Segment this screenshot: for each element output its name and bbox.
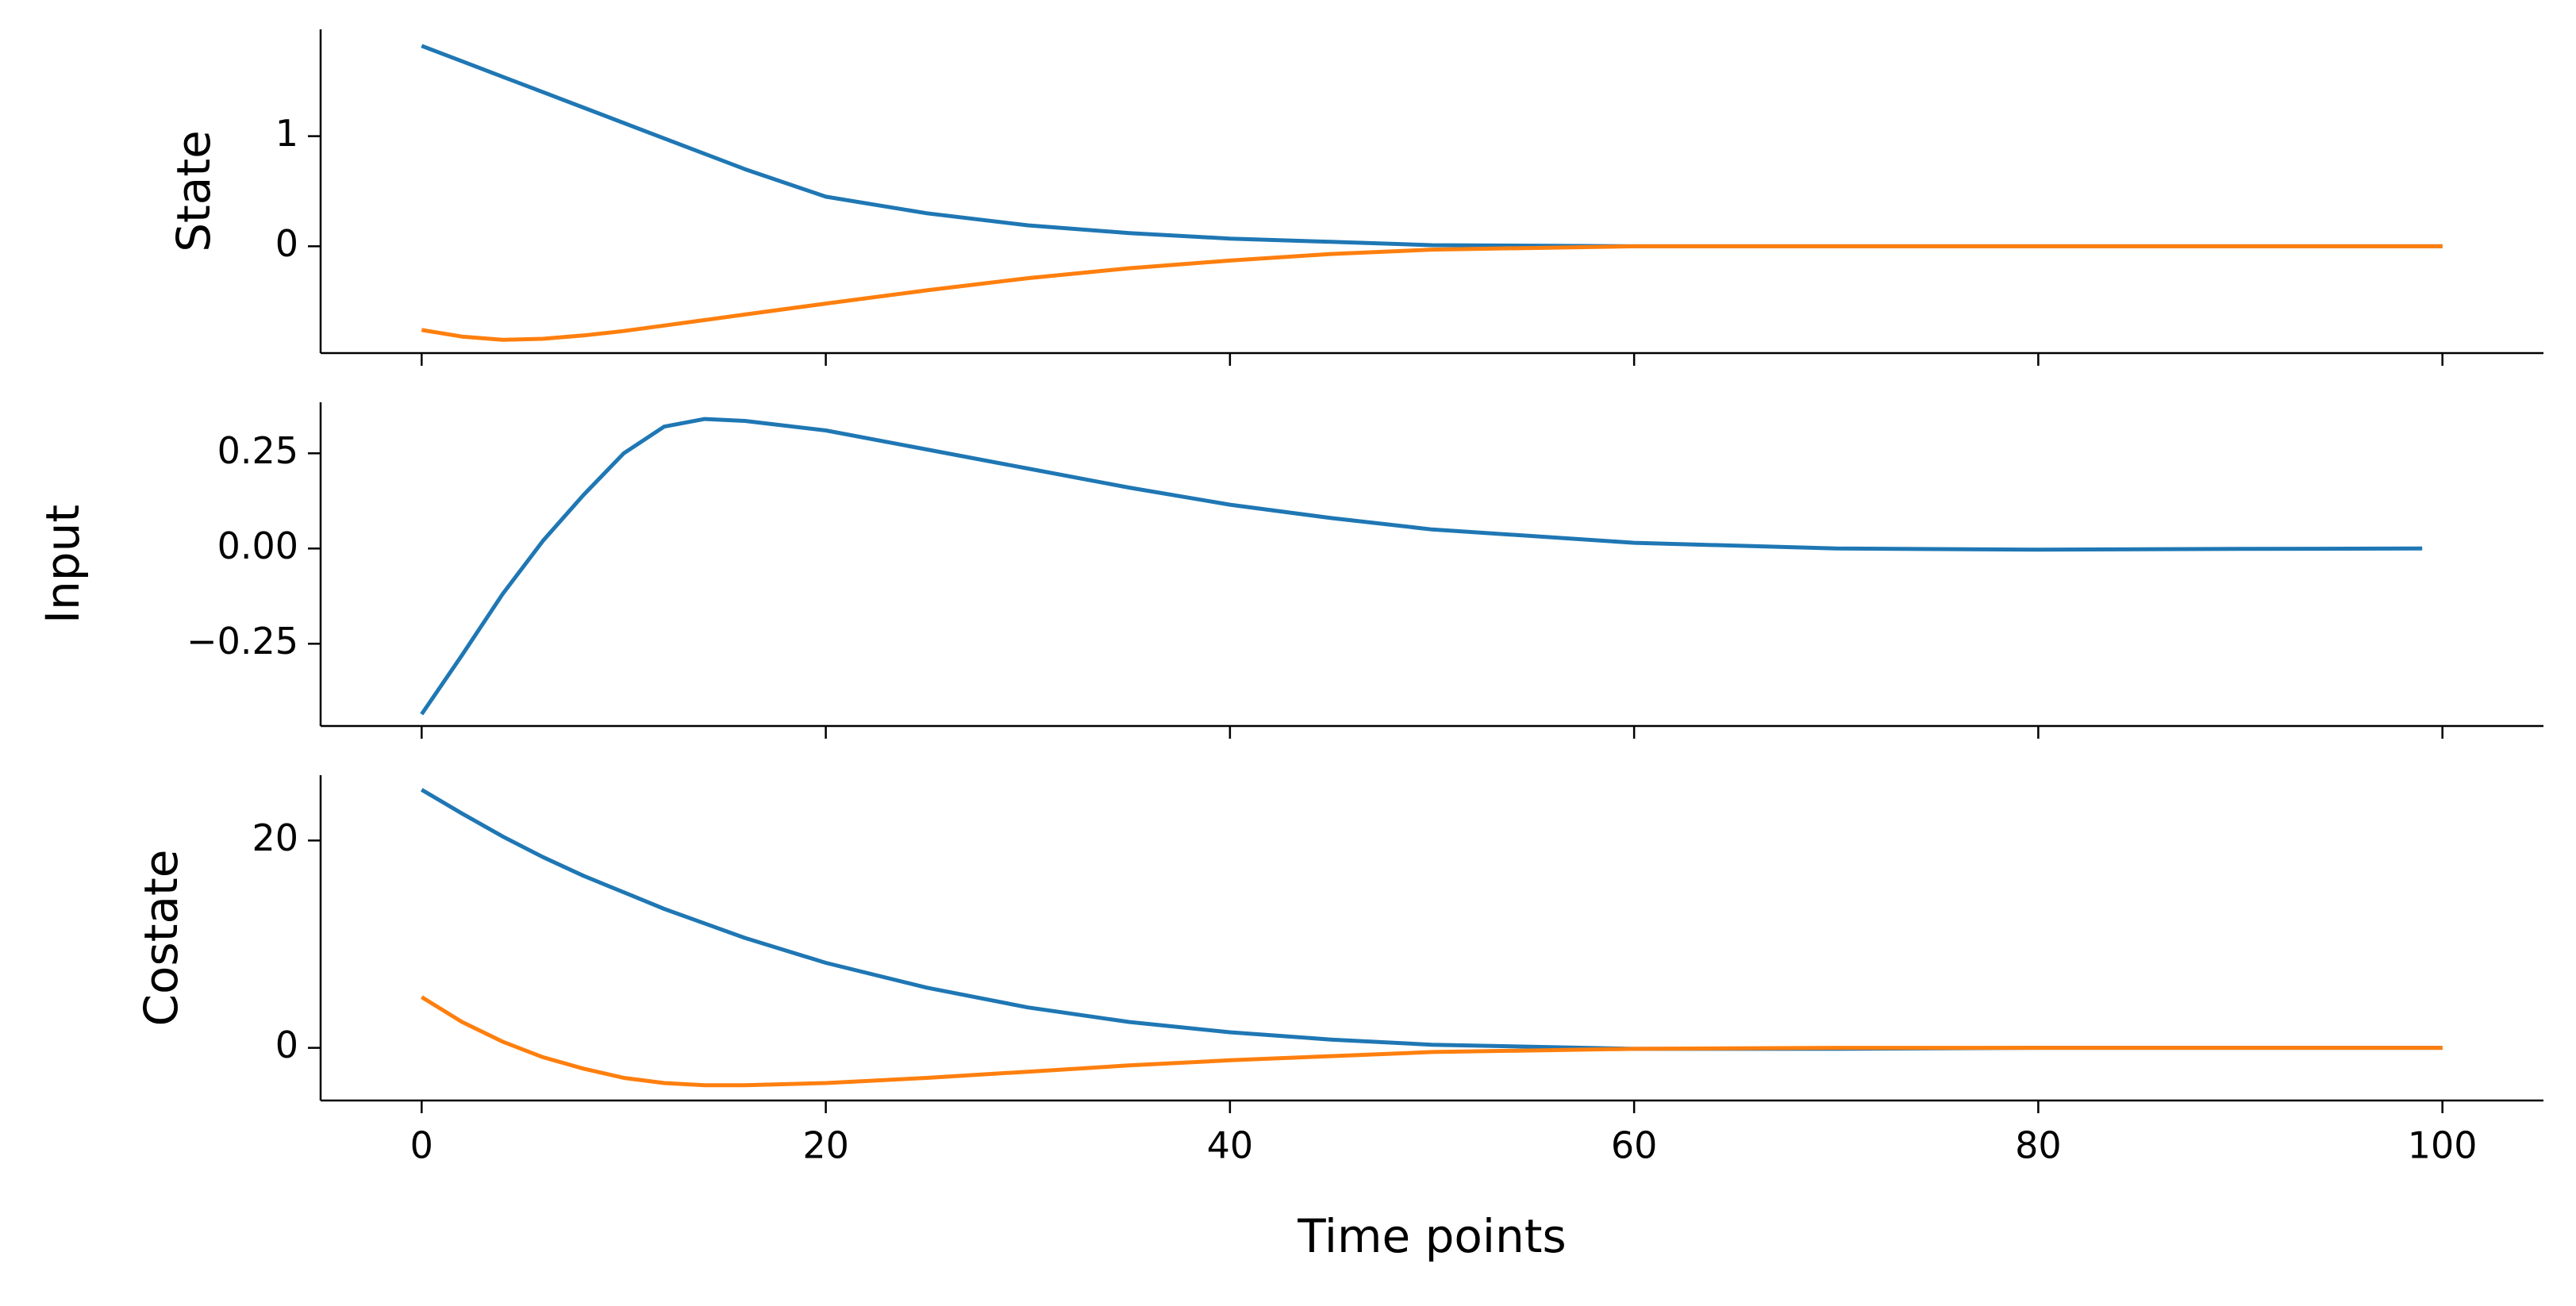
y-axis-label: Input [36, 505, 90, 624]
y-tick-label: −0.25 [186, 620, 298, 663]
series-line [421, 788, 2443, 1051]
series-line [421, 244, 2443, 342]
x-axis-label: Time points [1297, 1209, 1567, 1263]
series-line [421, 44, 2443, 248]
x-tick-label: 80 [2015, 1124, 2062, 1167]
y-tick-label: 20 [252, 816, 298, 859]
x-tick-label: 20 [802, 1124, 849, 1167]
x-tick-label: 40 [1207, 1124, 1254, 1167]
y-tick-label: 0 [275, 222, 298, 265]
y-tick-label: 0.25 [217, 429, 298, 472]
x-tick-label: 100 [2408, 1124, 2478, 1167]
x-tick-label: 60 [1611, 1124, 1658, 1167]
series-line [420, 417, 2423, 716]
y-axis-label: Costate [134, 850, 188, 1027]
y-tick-label: 0.00 [217, 524, 298, 567]
x-tick-label: 0 [410, 1124, 433, 1167]
y-tick-label: 0 [275, 1024, 298, 1066]
y-tick-label: 1 [275, 112, 298, 155]
series-line [420, 995, 2443, 1088]
y-axis-label: State [167, 130, 221, 252]
